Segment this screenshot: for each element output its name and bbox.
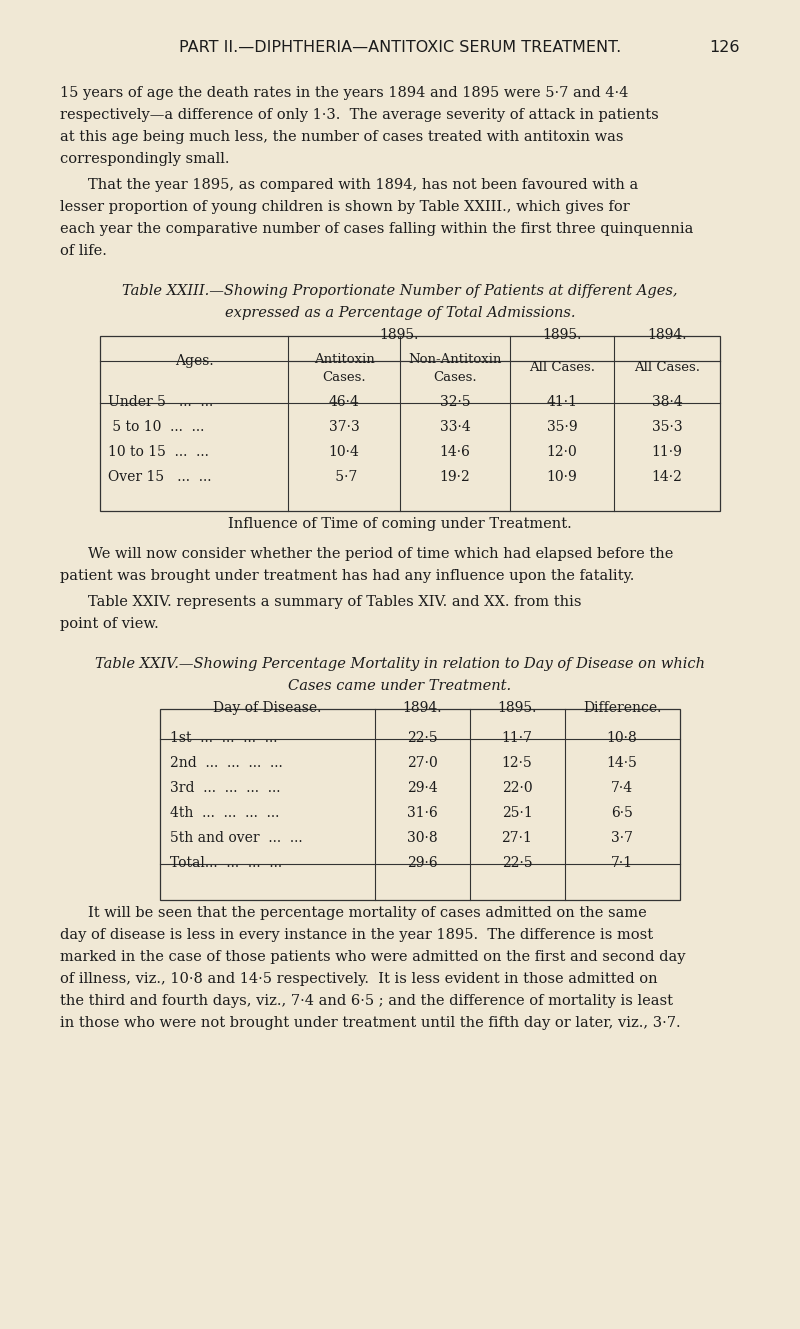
Text: 5th and over  ...  ...: 5th and over ... ... [170, 831, 302, 845]
Text: PART II.—DIPHTHERIA—ANTITOXIC SERUM TREATMENT.: PART II.—DIPHTHERIA—ANTITOXIC SERUM TREA… [179, 40, 621, 54]
Text: 35·3: 35·3 [652, 420, 682, 435]
Text: Table XXIII.—Showing Proportionate Number of Patients at different Ages,: Table XXIII.—Showing Proportionate Numbe… [122, 284, 678, 298]
Text: 126: 126 [710, 40, 740, 54]
Text: 2nd  ...  ...  ...  ...: 2nd ... ... ... ... [170, 756, 282, 769]
Text: 27·1: 27·1 [502, 831, 533, 845]
Bar [100, 336, 720, 510]
Text: 12·0: 12·0 [546, 445, 578, 459]
Text: 15 years of age the death rates in the years 1894 and 1895 were 5·7 and 4·4: 15 years of age the death rates in the y… [60, 86, 628, 100]
Text: Antitoxin: Antitoxin [314, 354, 374, 365]
Text: 4th  ...  ...  ...  ...: 4th ... ... ... ... [170, 805, 279, 820]
Text: each year the comparative number of cases falling within the first three quinque: each year the comparative number of case… [60, 222, 694, 237]
Text: point of view.: point of view. [60, 617, 158, 631]
Text: 12·5: 12·5 [502, 756, 532, 769]
Text: 3·7: 3·7 [611, 831, 633, 845]
Text: Non-Antitoxin: Non-Antitoxin [408, 354, 502, 365]
Bar [160, 708, 680, 900]
Text: 10 to 15  ...  ...: 10 to 15 ... ... [108, 445, 209, 459]
Text: 37·3: 37·3 [329, 420, 359, 435]
Text: 41·1: 41·1 [546, 395, 578, 409]
Text: 30·8: 30·8 [406, 831, 438, 845]
Text: Ages.: Ages. [174, 354, 214, 368]
Text: at this age being much less, the number of cases treated with antitoxin was: at this age being much less, the number … [60, 130, 623, 144]
Text: Over 15   ...  ...: Over 15 ... ... [108, 470, 211, 484]
Text: 46·4: 46·4 [329, 395, 359, 409]
Text: 1894.: 1894. [402, 700, 442, 715]
Text: 22·0: 22·0 [502, 781, 532, 795]
Text: 22·5: 22·5 [406, 731, 438, 746]
Text: 5 to 10  ...  ...: 5 to 10 ... ... [108, 420, 204, 435]
Text: 10·9: 10·9 [546, 470, 578, 484]
Text: It will be seen that the percentage mortality of cases admitted on the same: It will be seen that the percentage mort… [88, 906, 646, 920]
Text: That the year 1895, as compared with 1894, has not been favoured with a: That the year 1895, as compared with 189… [88, 178, 638, 191]
Text: 38·4: 38·4 [652, 395, 682, 409]
Text: 14·2: 14·2 [651, 470, 682, 484]
Text: correspondingly small.: correspondingly small. [60, 152, 230, 166]
Text: Table XXIV.—Showing Percentage Mortality in relation to Day of Disease on which: Table XXIV.—Showing Percentage Mortality… [95, 657, 705, 671]
Text: 14·5: 14·5 [606, 756, 638, 769]
Text: We will now consider whether the period of time which had elapsed before the: We will now consider whether the period … [88, 548, 674, 561]
Text: Influence of Time of coming under Treatment.: Influence of Time of coming under Treatm… [228, 517, 572, 532]
Text: of life.: of life. [60, 245, 107, 258]
Text: 33·4: 33·4 [440, 420, 470, 435]
Text: Under 5   ...  ...: Under 5 ... ... [108, 395, 214, 409]
Text: Total...  ...  ...  ...: Total... ... ... ... [170, 856, 282, 870]
Text: 5·7: 5·7 [331, 470, 357, 484]
Text: respectively—a difference of only 1·3.  The average severity of attack in patien: respectively—a difference of only 1·3. T… [60, 108, 658, 122]
Text: in those who were not brought under treatment until the fifth day or later, viz.: in those who were not brought under trea… [60, 1015, 681, 1030]
Text: 7·1: 7·1 [611, 856, 633, 870]
Text: marked in the case of those patients who were admitted on the first and second d: marked in the case of those patients who… [60, 950, 686, 964]
Text: Day of Disease.: Day of Disease. [213, 700, 321, 715]
Text: Cases.: Cases. [433, 371, 477, 384]
Text: Difference.: Difference. [583, 700, 661, 715]
Text: Table XXIV. represents a summary of Tables XIV. and XX. from this: Table XXIV. represents a summary of Tabl… [88, 595, 582, 609]
Text: 27·0: 27·0 [406, 756, 438, 769]
Text: 7·4: 7·4 [611, 781, 633, 795]
Text: 11·9: 11·9 [651, 445, 682, 459]
Text: expressed as a Percentage of Total Admissions.: expressed as a Percentage of Total Admis… [225, 306, 575, 320]
Text: Cases.: Cases. [322, 371, 366, 384]
Text: of illness, viz., 10·8 and 14·5 respectively.  It is less evident in those admit: of illness, viz., 10·8 and 14·5 respecti… [60, 971, 658, 986]
Text: lesser proportion of young children is shown by Table XXIII., which gives for: lesser proportion of young children is s… [60, 199, 630, 214]
Text: 1894.: 1894. [647, 328, 686, 342]
Text: patient was brought under treatment has had any influence upon the fatality.: patient was brought under treatment has … [60, 569, 634, 583]
Text: 19·2: 19·2 [440, 470, 470, 484]
Text: 1895.: 1895. [498, 700, 537, 715]
Text: All Cases.: All Cases. [634, 361, 700, 373]
Text: the third and fourth days, viz., 7·4 and 6·5 ; and the difference of mortality i: the third and fourth days, viz., 7·4 and… [60, 994, 673, 1007]
Text: 14·6: 14·6 [439, 445, 470, 459]
Text: 32·5: 32·5 [440, 395, 470, 409]
Text: 10·4: 10·4 [329, 445, 359, 459]
Text: 1895.: 1895. [542, 328, 582, 342]
Text: 1895.: 1895. [379, 328, 418, 342]
Text: day of disease is less in every instance in the year 1895.  The difference is mo: day of disease is less in every instance… [60, 928, 653, 942]
Text: Cases came under Treatment.: Cases came under Treatment. [289, 679, 511, 692]
Text: 35·9: 35·9 [546, 420, 578, 435]
Text: 10·8: 10·8 [606, 731, 638, 746]
Text: 3rd  ...  ...  ...  ...: 3rd ... ... ... ... [170, 781, 281, 795]
Text: 29·6: 29·6 [406, 856, 438, 870]
Text: 31·6: 31·6 [406, 805, 438, 820]
Text: 1st  ...  ...  ...  ...: 1st ... ... ... ... [170, 731, 278, 746]
Text: 29·4: 29·4 [406, 781, 438, 795]
Text: 25·1: 25·1 [502, 805, 532, 820]
Text: 6·5: 6·5 [611, 805, 633, 820]
Text: All Cases.: All Cases. [529, 361, 595, 373]
Text: 11·7: 11·7 [502, 731, 533, 746]
Text: 22·5: 22·5 [502, 856, 532, 870]
